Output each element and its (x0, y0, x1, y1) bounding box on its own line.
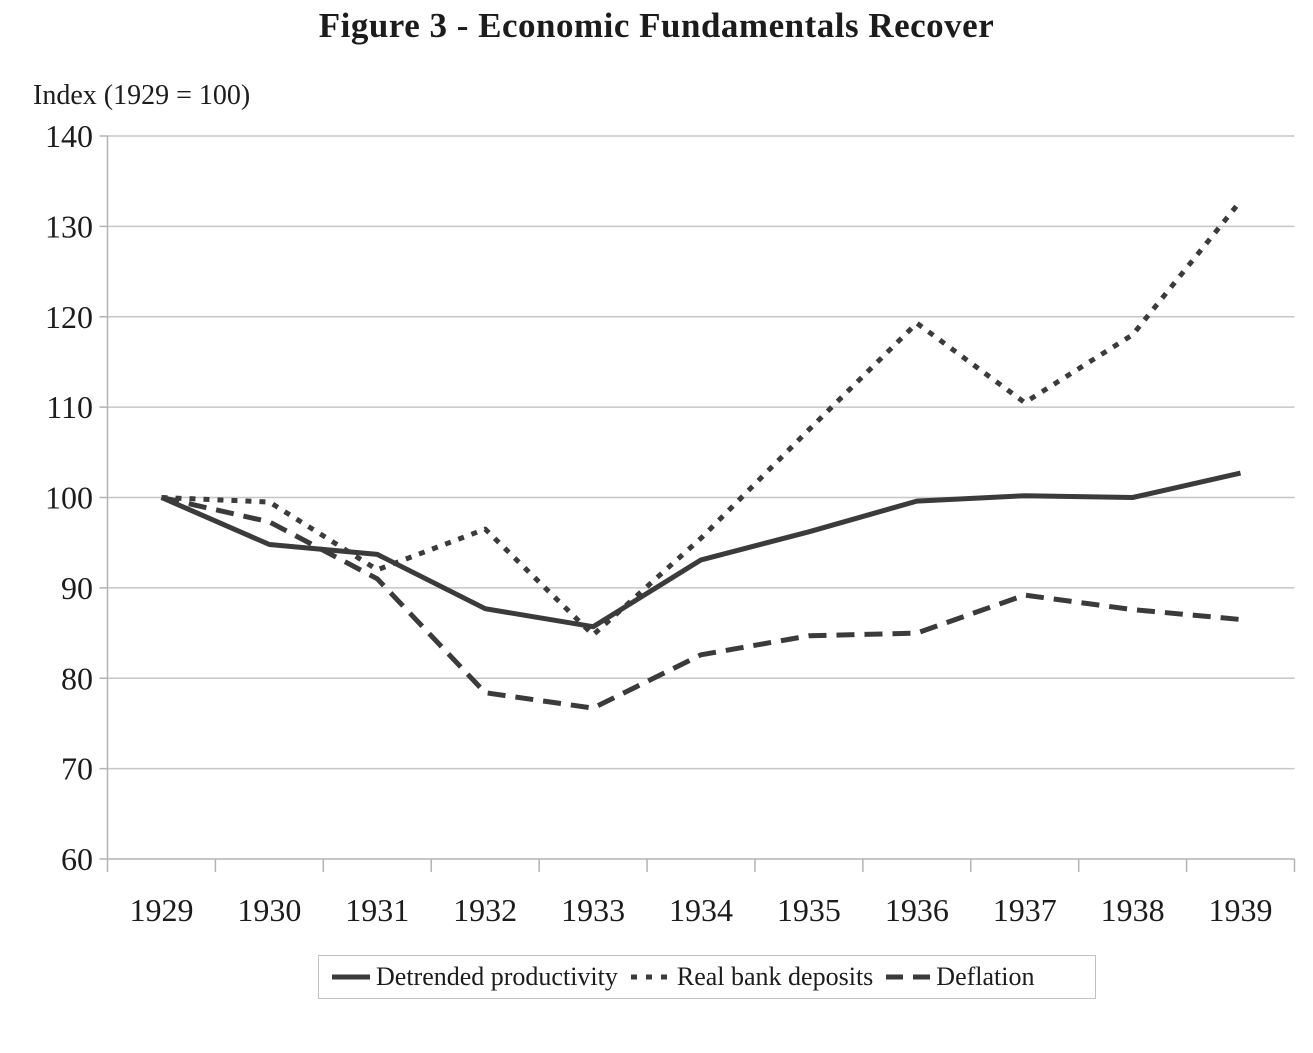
solid-line-icon (332, 974, 370, 980)
chart-legend: Detrended productivity Real bank deposit… (318, 955, 1096, 999)
x-tick-label: 1931 (345, 892, 409, 928)
y-tick-label: 110 (46, 389, 93, 425)
dashed-line-icon (886, 974, 932, 980)
series-line-detrended-productivity (160, 470, 1242, 630)
x-tick-label: 1939 (1209, 892, 1273, 928)
y-axis-ticks (99, 135, 108, 860)
x-tick-label: 1934 (669, 892, 733, 928)
x-tick-label: 1932 (453, 892, 517, 928)
y-tick-label: 100 (45, 480, 93, 516)
y-tick-label: 80 (61, 660, 93, 696)
y-tick-labels: 60 70 80 90 100 110 120 130 140 (45, 118, 93, 877)
legend-label: Deflation (936, 962, 1035, 991)
x-tick-label: 1936 (885, 892, 949, 928)
legend-item-detrended-productivity: Detrended productivity (331, 962, 618, 992)
x-tick-label: 1937 (993, 892, 1057, 928)
x-tick-label: 1929 (129, 892, 193, 928)
y-gridlines (107, 135, 1295, 770)
y-tick-label: 70 (61, 751, 93, 787)
y-tick-label: 130 (45, 208, 93, 244)
series-line-real-bank-deposits (161, 199, 1243, 638)
y-tick-label: 140 (45, 118, 93, 154)
y-tick-label: 120 (45, 299, 93, 335)
x-tick-label: 1930 (237, 892, 301, 928)
dotted-line-icon (630, 974, 672, 980)
x-axis-ticks (106, 859, 1296, 872)
legend-item-deflation: Deflation (885, 962, 1034, 992)
series-line-deflation (160, 495, 1241, 711)
y-tick-label: 90 (61, 570, 93, 606)
x-tick-label: 1933 (561, 892, 625, 928)
legend-label: Detrended productivity (376, 962, 618, 991)
x-tick-label: 1935 (777, 892, 841, 928)
legend-label: Real bank deposits (676, 962, 874, 991)
y-tick-label: 60 (61, 841, 93, 877)
legend-item-real-bank-deposits: Real bank deposits (630, 962, 873, 992)
y-axis-title: Index (1929 = 100) (33, 80, 251, 111)
x-tick-labels: 1929 1930 1931 1932 1933 1934 1935 1936 1937 1938… (129, 892, 1272, 928)
chart-title: Figure 3 - Economic Fundamentals Recover (318, 6, 995, 45)
x-tick-label: 1938 (1101, 892, 1165, 928)
